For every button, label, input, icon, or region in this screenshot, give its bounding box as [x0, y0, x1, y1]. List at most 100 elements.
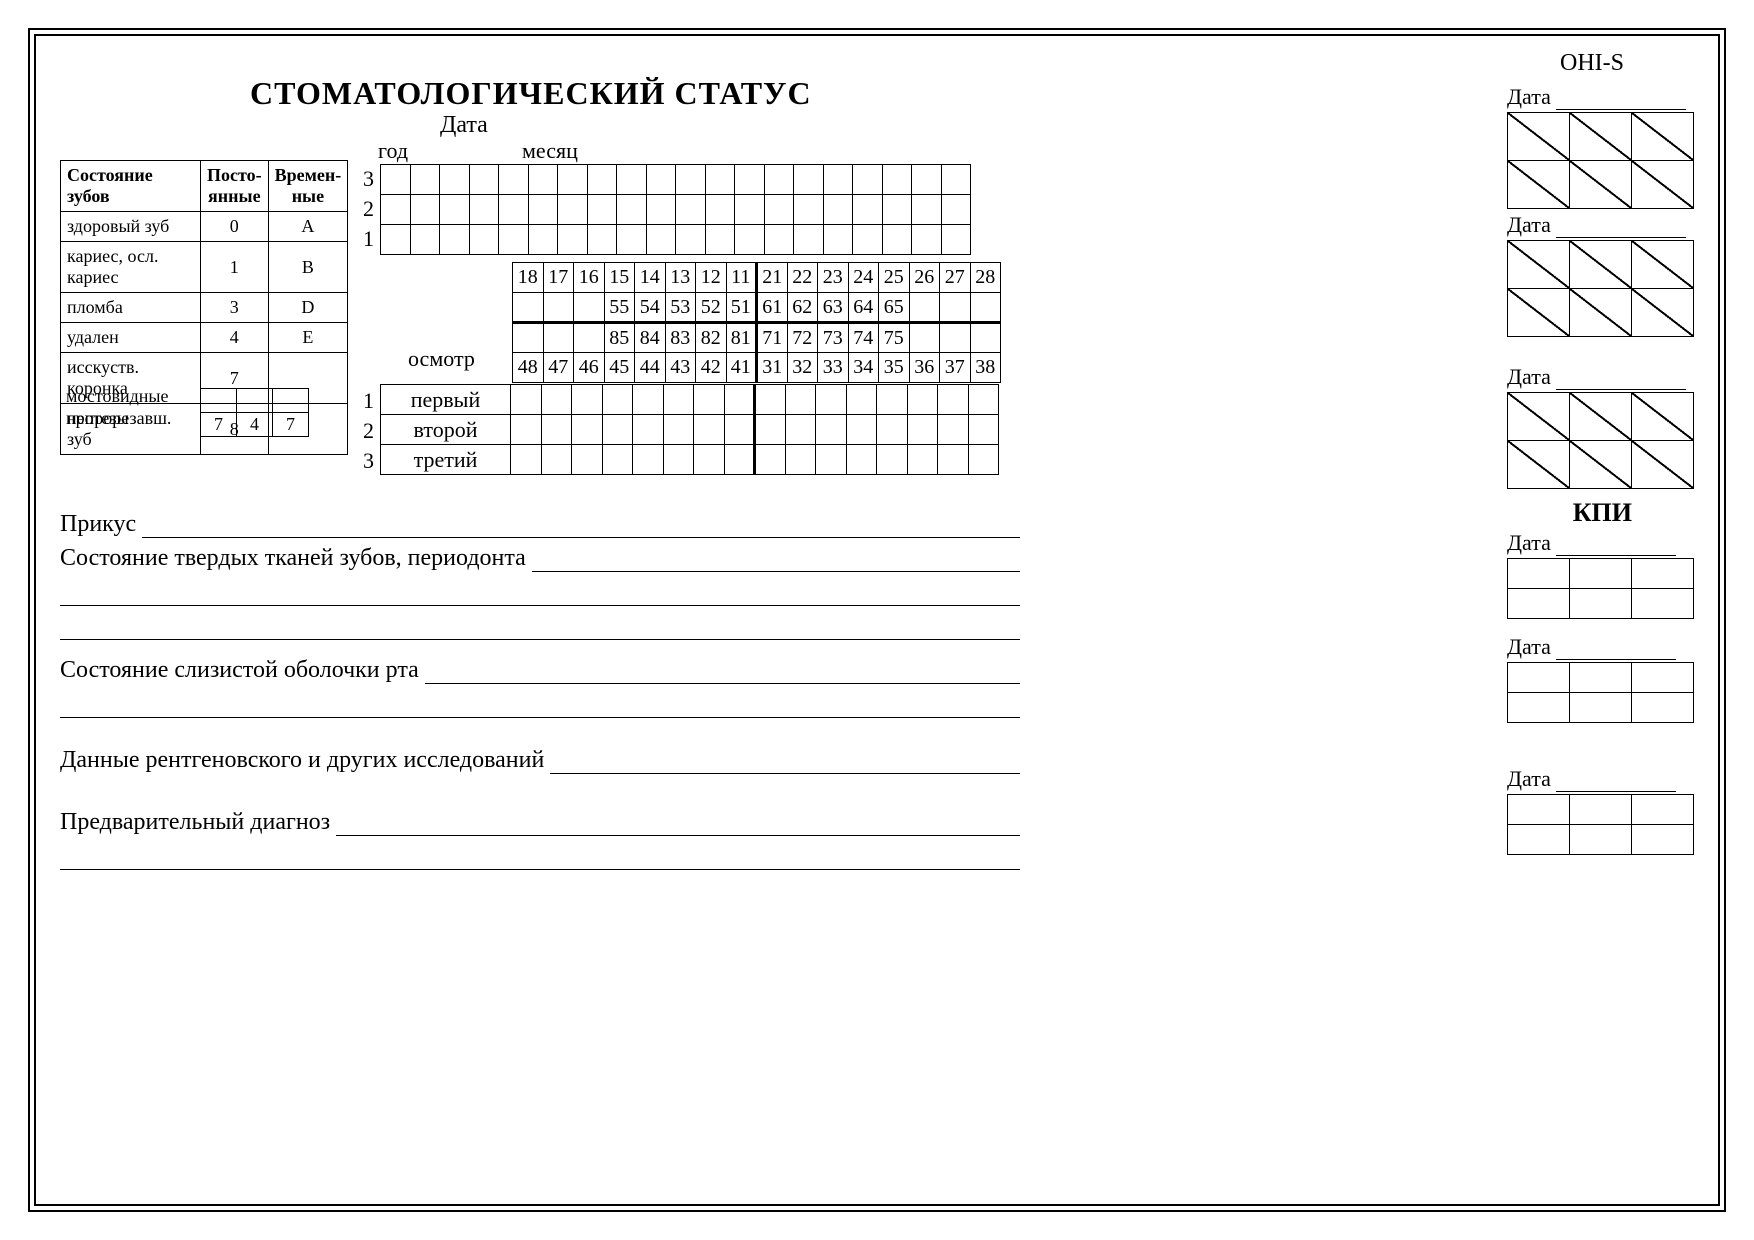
ohis-cell[interactable] — [1632, 289, 1694, 337]
field-line[interactable] — [60, 840, 1020, 870]
ohis-cell[interactable] — [1508, 161, 1570, 209]
ohis-cell[interactable] — [1632, 161, 1694, 209]
bridge-cell[interactable] — [273, 389, 309, 413]
kpi-date-field[interactable] — [1556, 659, 1676, 660]
kpi-cell[interactable] — [1508, 589, 1570, 619]
kpi-cell[interactable] — [1570, 663, 1632, 693]
kpi-cell[interactable] — [1632, 589, 1694, 619]
exam-cell[interactable] — [877, 445, 908, 475]
field-line[interactable] — [60, 576, 1020, 606]
date-grid-cell[interactable] — [882, 165, 912, 195]
exam-cell[interactable] — [938, 415, 969, 445]
exam-cell[interactable] — [541, 385, 572, 415]
kpi-cell[interactable] — [1570, 795, 1632, 825]
exam-cell[interactable] — [541, 415, 572, 445]
date-grid-cell[interactable] — [882, 195, 912, 225]
exam-cell[interactable] — [938, 445, 969, 475]
date-grid-cell[interactable] — [528, 165, 558, 195]
exam-cell[interactable] — [846, 415, 877, 445]
date-grid-cell[interactable] — [440, 195, 470, 225]
date-grid-cell[interactable] — [705, 195, 735, 225]
ohis-cell[interactable] — [1508, 113, 1570, 161]
ohis-cell[interactable] — [1570, 393, 1632, 441]
date-grid-cell[interactable] — [764, 165, 794, 195]
exam-cell[interactable] — [663, 415, 694, 445]
date-grid-cell[interactable] — [440, 225, 470, 255]
kpi-cell[interactable] — [1508, 795, 1570, 825]
date-grid-cell[interactable] — [646, 195, 676, 225]
exam-cell[interactable] — [663, 385, 694, 415]
exam-cell[interactable] — [511, 385, 542, 415]
exam-cell[interactable] — [968, 445, 999, 475]
ohis-date-field[interactable] — [1556, 109, 1686, 110]
date-grid-cell[interactable] — [676, 225, 706, 255]
date-grid-cell[interactable] — [410, 165, 440, 195]
ohis-cell[interactable] — [1570, 289, 1632, 337]
date-grid-cell[interactable] — [912, 225, 942, 255]
date-grid-cell[interactable] — [735, 165, 765, 195]
ohis-cell[interactable] — [1570, 441, 1632, 489]
kpi-cell[interactable] — [1508, 663, 1570, 693]
ohis-cell[interactable] — [1632, 241, 1694, 289]
date-grid-cell[interactable] — [499, 195, 529, 225]
exam-cell[interactable] — [694, 385, 725, 415]
exam-cell[interactable] — [907, 385, 938, 415]
ohis-cell[interactable] — [1508, 289, 1570, 337]
kpi-date-field[interactable] — [1556, 791, 1676, 792]
date-grid-cell[interactable] — [558, 195, 588, 225]
exam-cell[interactable] — [907, 445, 938, 475]
exam-cell[interactable] — [785, 415, 816, 445]
date-grid-cell[interactable] — [528, 195, 558, 225]
ohis-cell[interactable] — [1570, 161, 1632, 209]
exam-cell[interactable] — [968, 385, 999, 415]
date-grid-cell[interactable] — [705, 165, 735, 195]
ohis-cell[interactable] — [1570, 113, 1632, 161]
date-grid-cell[interactable] — [853, 225, 883, 255]
date-grid-cell[interactable] — [941, 225, 971, 255]
date-grid-cell[interactable] — [735, 195, 765, 225]
date-grid-cell[interactable] — [587, 195, 617, 225]
date-grid-cell[interactable] — [646, 225, 676, 255]
exam-cell[interactable] — [724, 445, 755, 475]
date-grid-cell[interactable] — [941, 195, 971, 225]
kpi-cell[interactable] — [1632, 663, 1694, 693]
date-grid-cell[interactable] — [440, 165, 470, 195]
exam-cell[interactable] — [816, 415, 847, 445]
date-grid-cell[interactable] — [794, 195, 824, 225]
date-grid-cell[interactable] — [499, 165, 529, 195]
exam-cell[interactable] — [633, 385, 664, 415]
field-line[interactable] — [60, 610, 1020, 640]
exam-cell[interactable] — [602, 445, 633, 475]
kpi-cell[interactable] — [1508, 693, 1570, 723]
field-line[interactable] — [550, 750, 1020, 774]
date-grid-cell[interactable] — [823, 195, 853, 225]
date-grid-cell[interactable] — [587, 165, 617, 195]
ohis-cell[interactable] — [1632, 441, 1694, 489]
date-grid-cell[interactable] — [941, 165, 971, 195]
exam-cell[interactable] — [511, 445, 542, 475]
date-grid-cell[interactable] — [705, 225, 735, 255]
date-grid-cell[interactable] — [558, 225, 588, 255]
date-grid-cell[interactable] — [794, 225, 824, 255]
ohis-date-field[interactable] — [1556, 237, 1686, 238]
exam-cell[interactable] — [694, 415, 725, 445]
date-grid-cell[interactable] — [381, 195, 411, 225]
exam-cell[interactable] — [602, 385, 633, 415]
kpi-cell[interactable] — [1632, 559, 1694, 589]
kpi-cell[interactable] — [1632, 795, 1694, 825]
date-grid-cell[interactable] — [410, 225, 440, 255]
bridge-cell[interactable] — [237, 389, 273, 413]
exam-cell[interactable] — [816, 385, 847, 415]
date-grid-cell[interactable] — [882, 225, 912, 255]
exam-cell[interactable] — [724, 385, 755, 415]
date-grid-cell[interactable] — [617, 225, 647, 255]
date-grid-cell[interactable] — [764, 225, 794, 255]
bite-line[interactable] — [142, 514, 1020, 538]
field-line[interactable] — [532, 548, 1020, 572]
exam-cell[interactable] — [511, 415, 542, 445]
exam-cell[interactable] — [541, 445, 572, 475]
date-grid-cell[interactable] — [617, 165, 647, 195]
date-grid-cell[interactable] — [528, 225, 558, 255]
field-line[interactable] — [425, 660, 1020, 684]
exam-cell[interactable] — [755, 415, 786, 445]
